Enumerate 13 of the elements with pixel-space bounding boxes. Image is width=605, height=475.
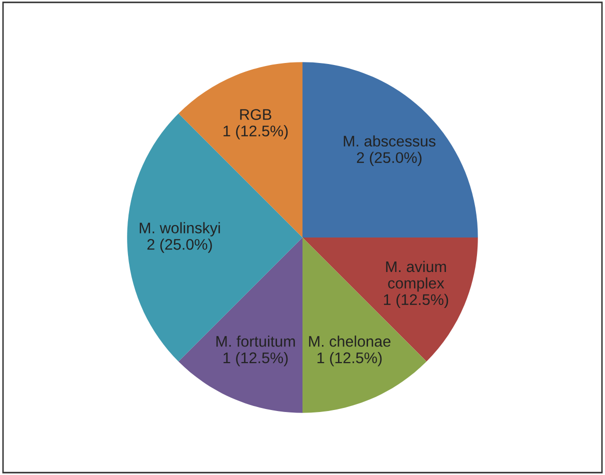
slice-label: RGB: [240, 109, 272, 120]
slice-label: M. wolinskyi: [140, 222, 220, 236]
slice-label: M. fortuitum: [216, 336, 295, 347]
data-label: 1 (12.5%): [224, 352, 288, 366]
data-label: 1 (12.5%): [318, 352, 382, 366]
pie-slice: [302, 62, 478, 238]
slice-label: M. avium complex: [386, 260, 446, 292]
data-label: 1 (12.5%): [384, 294, 448, 308]
data-label: 2 (25.0%): [356, 152, 422, 166]
data-label: 1 (12.5%): [224, 125, 288, 140]
data-label: 2 (25.0%): [147, 238, 212, 253]
slice-label: M. abscessus: [344, 135, 436, 147]
slice-label: M. chelonae: [309, 336, 390, 347]
